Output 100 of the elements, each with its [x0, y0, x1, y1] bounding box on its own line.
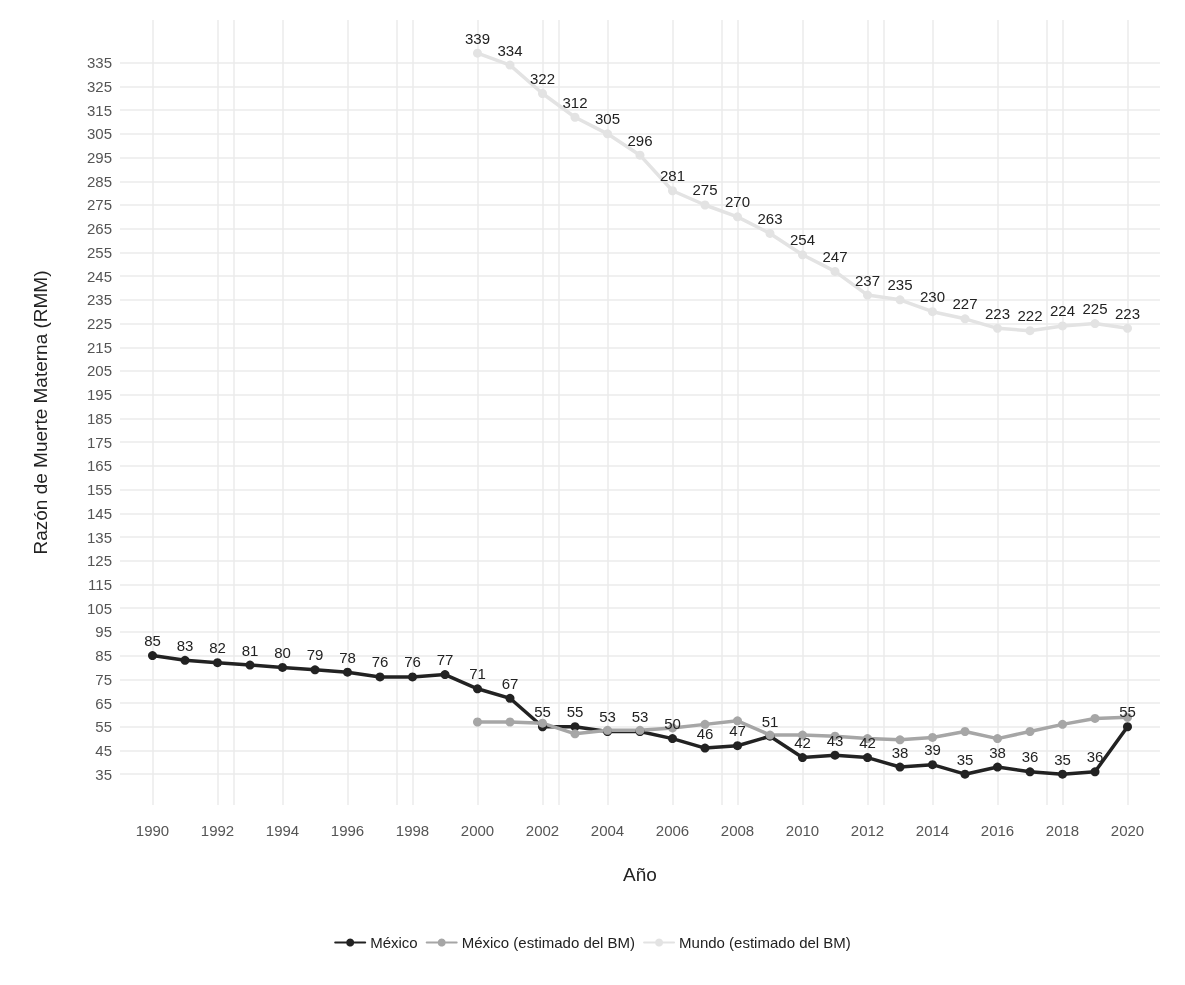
point — [440, 670, 450, 680]
data-label: 47 — [729, 722, 746, 740]
legend-label: México (estimado del BM) — [461, 934, 636, 951]
x-tick-label: 2008 — [720, 822, 755, 839]
x-tick-label: 2006 — [655, 822, 690, 839]
data-label: 53 — [599, 707, 616, 725]
data-label: 339 — [464, 29, 491, 47]
x-tick-label: 2004 — [590, 822, 625, 839]
data-label: 322 — [529, 70, 556, 88]
point — [1090, 767, 1100, 777]
y-tick-label: 125 — [86, 552, 112, 570]
x-tick-label: 2016 — [980, 822, 1015, 839]
y-tick-label: 305 — [86, 125, 112, 143]
data-label: 85 — [144, 632, 161, 650]
point — [733, 716, 742, 726]
point — [505, 60, 515, 70]
point — [1025, 767, 1035, 777]
point — [765, 228, 775, 238]
data-label: 223 — [1114, 304, 1141, 322]
point — [1123, 323, 1132, 333]
data-label: 46 — [696, 724, 714, 742]
point — [993, 323, 1002, 333]
point — [928, 760, 937, 770]
data-label: 55 — [1119, 703, 1136, 721]
data-label: 76 — [371, 653, 389, 671]
data-label: 50 — [664, 715, 681, 733]
y-tick-label: 115 — [88, 575, 112, 593]
data-label: 312 — [562, 93, 588, 111]
data-label: 263 — [757, 209, 783, 227]
y-tick-label: 275 — [86, 196, 112, 214]
point — [505, 717, 515, 727]
point — [213, 658, 222, 668]
point — [798, 753, 807, 763]
y-tick-label: 335 — [86, 54, 112, 72]
point — [603, 129, 612, 139]
y-tick-label: 315 — [86, 101, 112, 119]
data-label: 81 — [241, 641, 259, 659]
data-label: 42 — [859, 734, 876, 752]
data-label: 38 — [989, 743, 1006, 761]
data-label: 67 — [501, 674, 519, 692]
point — [505, 693, 515, 703]
data-label: 80 — [274, 643, 291, 661]
point — [635, 150, 645, 160]
point — [928, 732, 937, 742]
point — [473, 717, 482, 727]
point — [1090, 319, 1100, 329]
data-label: 55 — [566, 703, 584, 721]
point — [1058, 321, 1067, 331]
y-tick-label: 65 — [95, 694, 112, 712]
y-tick-label: 75 — [95, 670, 112, 688]
point — [895, 735, 905, 745]
data-label: 237 — [854, 271, 881, 289]
data-label: 281 — [659, 167, 686, 185]
data-label: 334 — [497, 41, 523, 59]
data-label: 230 — [919, 288, 946, 306]
point — [1058, 769, 1067, 779]
y-tick-label: 135 — [86, 528, 112, 546]
y-tick-label: 105 — [86, 599, 112, 617]
data-label: 247 — [822, 247, 848, 265]
point — [1123, 722, 1132, 732]
data-label: 53 — [631, 707, 649, 725]
y-tick-label: 155 — [86, 481, 112, 499]
data-label: 254 — [789, 231, 816, 249]
point — [928, 307, 937, 317]
point — [538, 89, 547, 99]
y-tick-label: 165 — [86, 457, 112, 475]
point — [1025, 326, 1035, 336]
point — [700, 200, 710, 210]
data-label: 227 — [952, 295, 978, 313]
point — [895, 762, 905, 772]
y-tick-label: 85 — [95, 647, 112, 665]
y-tick-label: 95 — [95, 623, 112, 641]
data-label: 79 — [306, 646, 324, 664]
point — [895, 295, 905, 305]
data-label: 36 — [1021, 748, 1039, 766]
legend-label: México — [370, 934, 418, 951]
x-axis-title: Año — [623, 864, 657, 885]
x-tick-label: 2012 — [850, 822, 885, 839]
data-label: 71 — [469, 665, 486, 683]
data-label: 270 — [724, 193, 751, 211]
y-tick-label: 145 — [86, 504, 112, 522]
point — [863, 753, 872, 763]
y-tick-label: 55 — [95, 718, 112, 736]
point — [733, 212, 742, 222]
data-label: 76 — [404, 653, 421, 671]
data-label: 235 — [887, 276, 913, 294]
y-tick-label: 225 — [86, 315, 112, 333]
y-tick-label: 255 — [86, 243, 112, 261]
data-label: 225 — [1082, 300, 1108, 318]
y-tick-label: 185 — [86, 409, 112, 427]
point — [148, 651, 157, 661]
y-tick-label: 285 — [86, 172, 112, 190]
y-tick-label: 35 — [95, 765, 112, 783]
point — [375, 672, 385, 682]
point — [570, 112, 580, 122]
data-label: 77 — [436, 651, 454, 669]
point — [473, 684, 482, 694]
point — [180, 655, 190, 665]
point — [700, 743, 710, 753]
data-label: 38 — [891, 743, 909, 761]
